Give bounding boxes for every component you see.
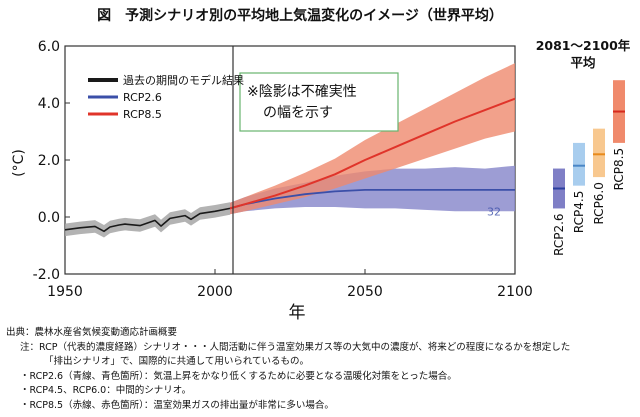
side-bar-range <box>593 128 605 178</box>
y-tick-label: 2.0 <box>38 153 60 169</box>
note-4: ・RCP4.5、RCP6.0：中間的シナリオ。 <box>20 385 192 397</box>
y-tick-label: 4.0 <box>38 96 60 112</box>
side-panel-title-line2: 平均 <box>570 55 595 70</box>
x-tick-label: 2050 <box>347 284 383 300</box>
side-panel: RCP2.6 RCP4.5 RCP6.0 RCP8.5 <box>552 80 626 256</box>
note-2: 「排出シナリオ」で、国際的に共通して用いられているもの。 <box>44 356 310 368</box>
annotation-line-1: ※陰影は不確実性 <box>247 84 357 100</box>
note-source: 出典：農林水産省気候変動適応計画概要 <box>6 327 178 338</box>
note-3: ・RCP2.6（青線、青色箇所）：気温上昇をかなり低くするために必要となる温暖化… <box>20 370 457 382</box>
x-tick-label: 2100 <box>497 284 533 300</box>
y-tick-label: -2.0 <box>33 267 60 283</box>
x-tick-label: 1950 <box>47 284 83 300</box>
x-tick-label: 2000 <box>197 284 233 300</box>
side-bar-range <box>573 142 585 186</box>
legend-label: 過去の期間のモデル結果 <box>123 73 244 87</box>
y-tick-label: 6.0 <box>38 39 60 55</box>
side-panel-title-line1: 2081～2100年 <box>536 38 631 53</box>
side-bar-label: RCP6.0 <box>592 182 606 224</box>
plot-area: 32 -2.0 0.0 2.0 4.0 6.0 1950 2000 2050 2100 <box>33 39 533 300</box>
side-bar-label: RCP2.6 <box>552 213 566 255</box>
note-1: 注：RCP（代表的濃度経路）シナリオ・・・人間活動に伴う温室効果ガス等の大気中の… <box>20 341 571 353</box>
y-tick-label: 0.0 <box>38 210 60 226</box>
historical-line <box>64 207 231 233</box>
annotation-box: ※陰影は不確実性 の幅を示す <box>239 72 399 132</box>
x-axis-label: 年 <box>289 303 306 323</box>
band-number: 32 <box>487 206 501 219</box>
historical-uncertainty-band <box>65 202 230 238</box>
rcp26-line <box>229 188 515 210</box>
legend-label: RCP2.6 <box>123 91 162 104</box>
legend-label: RCP8.5 <box>123 108 162 121</box>
annotation-line-2: の幅を示す <box>263 105 333 121</box>
side-bar-label: RCP4.5 <box>572 191 586 233</box>
chart-title: 図 予測シナリオ別の平均地上気温変化のイメージ（世界平均） <box>97 7 503 24</box>
side-bar-label: RCP8.5 <box>612 148 626 190</box>
rcp85-line <box>229 97 516 210</box>
notes: 出典：農林水産省気候変動適応計画概要 注：RCP（代表的濃度経路）シナリオ・・・… <box>6 326 636 414</box>
temperature-chart: 図 予測シナリオ別の平均地上気温変化のイメージ（世界平均） 32 -2.0 0.0 2… <box>11 7 631 323</box>
legend: 過去の期間のモデル結果 RCP2.6 RCP8.5 <box>88 73 244 121</box>
note-5: ・RCP8.5（赤線、赤色箇所）：温室効果ガスの排出量が非常に多い場合。 <box>20 399 334 411</box>
annotation-frame <box>239 72 399 132</box>
rcp85-uncertainty-band <box>230 63 515 215</box>
y-axis-label: (°C) <box>11 149 27 177</box>
